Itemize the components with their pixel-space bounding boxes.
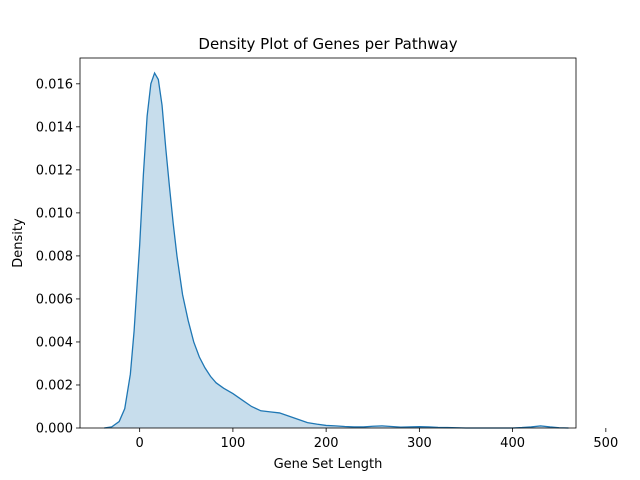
y-tick-label: 0.012 (36, 163, 73, 178)
y-tick-label: 0.008 (36, 249, 73, 264)
chart-title: Density Plot of Genes per Pathway (198, 35, 457, 53)
plot-frame (79, 57, 577, 429)
x-tick-label: 200 (314, 436, 339, 451)
x-tick-label: 400 (500, 436, 525, 451)
density-fill-area (104, 73, 569, 428)
x-axis-ticks: 0 100 200 300 400 500 (136, 428, 618, 451)
y-tick-label: 0.002 (36, 378, 73, 393)
x-tick-label: 100 (220, 436, 245, 451)
y-tick-label: 0.004 (36, 335, 73, 350)
x-tick-label: 300 (407, 436, 432, 451)
x-axis-title: Gene Set Length (274, 457, 383, 472)
plot-area (104, 71, 569, 429)
y-tick-label: 0.016 (36, 77, 73, 92)
y-tick-label: 0.000 (36, 422, 73, 437)
x-tick-label: 0 (136, 436, 144, 451)
y-tick-label: 0.006 (36, 292, 73, 307)
y-tick-label: 0.014 (36, 120, 73, 135)
y-tick-label: 0.010 (36, 206, 73, 221)
y-axis-ticks: 0.000 0.002 0.004 0.006 0.008 0.010 0.012 0.014… (36, 77, 80, 437)
x-tick-label: 500 (593, 436, 618, 451)
y-axis-title: Density (11, 218, 26, 268)
